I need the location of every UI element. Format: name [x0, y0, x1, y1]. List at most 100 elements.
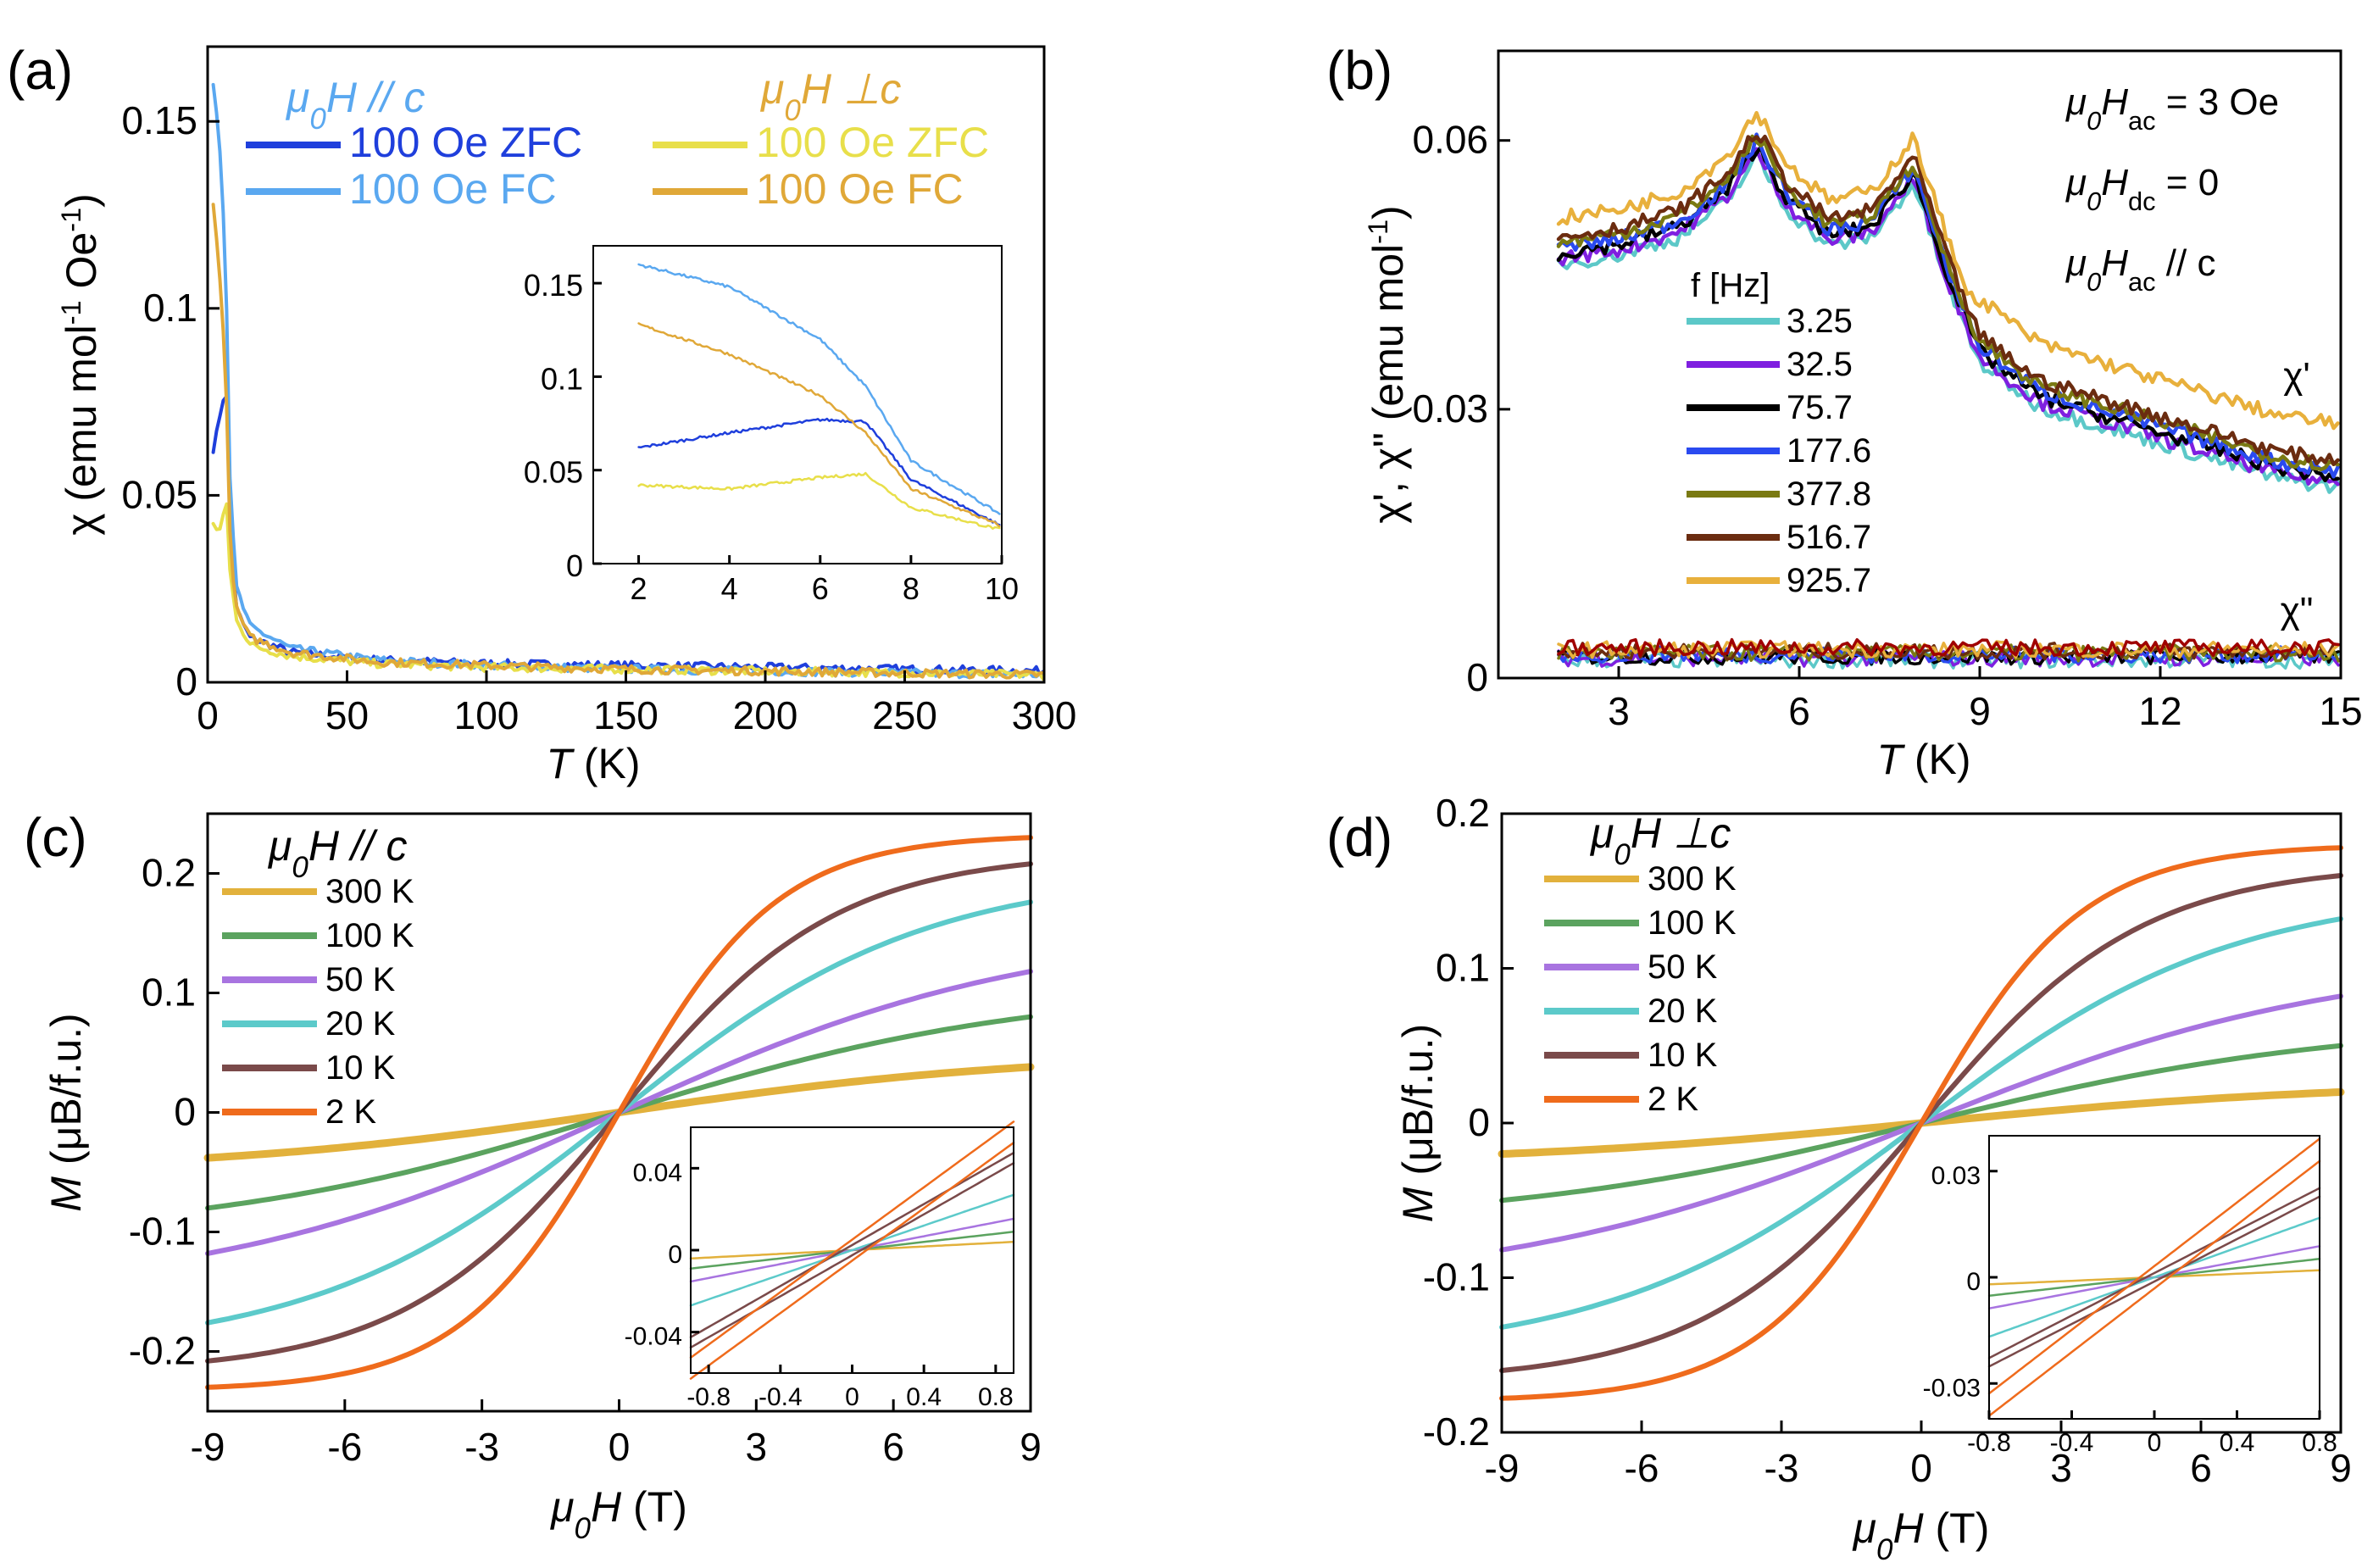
legend-c-label: 50 K [325, 961, 396, 998]
chart-d-ytick-label: 0.1 [1436, 946, 1490, 990]
chart-a-inset-ytick-label: 0.05 [524, 455, 583, 490]
chart-a-xlabel: T (K) [546, 740, 640, 787]
chart-b-chi2-line [1557, 640, 2340, 659]
legend-b-label: 177.6 [1787, 432, 1871, 470]
chart-c-xtick-label: -6 [327, 1425, 362, 1469]
chart-c-inset-ytick-label: 0.04 [633, 1159, 682, 1187]
chart-a-xtick-label: 200 [733, 693, 798, 737]
chart-d-inset-ytick-label: 0.03 [1931, 1162, 1981, 1190]
legend-c-label: 10 K [325, 1049, 396, 1087]
chart-d-inset: -0.8 -0.4 0 0.4 0.8 -0.03 0 0.03 [1923, 1135, 2337, 1457]
chart-c-ytick-label: -0.1 [129, 1209, 196, 1254]
chart-c-ytick-label: 0 [174, 1090, 196, 1134]
chart-c-inset-xtick-label: 0 [845, 1383, 859, 1411]
chart-d-inset-ytick-label: 0 [1966, 1268, 1981, 1296]
chart-b-note-hac: μ0Hac = 3 Oe [2065, 81, 2279, 136]
legend-b-label: 377.8 [1787, 475, 1871, 513]
chart-c-ylabel: M (μB/f.u.) [42, 1013, 90, 1211]
chart-b-chi1-label: χ' [2283, 355, 2310, 397]
chart-a-ytick-label: 0.05 [121, 472, 197, 516]
chart-c-xtick-label: 0 [609, 1425, 631, 1469]
chart-c-inset-line [689, 1120, 1015, 1359]
chart-a-inset-frame [592, 245, 1003, 564]
chart-a-xtick-label: 150 [593, 693, 659, 737]
legend-a-header-perp: μ0H ⊥c [759, 65, 901, 127]
chart-c-xtick-label: -9 [191, 1425, 225, 1469]
chart-c-inset-ytick-label: -0.04 [625, 1323, 682, 1351]
chart-b-xlabel: T (K) [1876, 736, 1970, 783]
chart-c-inset-line [689, 1141, 1015, 1380]
chart-d-xtick-label: 9 [2330, 1446, 2352, 1490]
chart-c-inset-line [689, 1193, 1015, 1307]
chart-a-inset-line [637, 263, 1001, 515]
chart-d-inset-xtick-label: 0.4 [2220, 1429, 2255, 1457]
chart-d-xtick-label: -3 [1764, 1446, 1799, 1490]
chart-c-ytick-label: 0.1 [142, 970, 196, 1015]
chart-b-note-dir: μ0Hac // c [2065, 242, 2215, 297]
panel-b-label: (b) [1326, 40, 1392, 101]
legend-b-label: 75.7 [1787, 389, 1853, 426]
chart-a-ytick-label: 0 [175, 659, 197, 703]
legend-d-label: 2 K [1648, 1081, 1698, 1118]
chart-b-frame [1497, 49, 2342, 680]
legend-a-label: 100 Oe ZFC [756, 119, 989, 166]
chart-d-inset-xtick-label: -0.8 [1967, 1429, 2011, 1457]
chart-b-ylabel-text: χ', χ" (emu mol-1) [1363, 205, 1412, 523]
legend-d-label: 300 K [1648, 860, 1737, 898]
legend-c-label: 2 K [325, 1093, 376, 1131]
legend-b-label: 3.25 [1787, 303, 1853, 340]
chart-d-ylabel-text: M (μB/f.u.) [1394, 1024, 1442, 1222]
chart-d-inset-line [1987, 1159, 2321, 1417]
legend-c-header: μ0H // c [267, 822, 408, 884]
legend-b-label: 925.7 [1787, 562, 1871, 599]
panel-d-label: (d) [1326, 807, 1392, 868]
chart-a-inset: 2 4 6 8 10 0 0.05 0.1 0.15 [524, 245, 1019, 606]
chart-b-ytick-label: 0 [1466, 655, 1488, 699]
chart-a-inset-ytick-label: 0.15 [524, 268, 583, 303]
chart-c-inset-xtick-label: -0.8 [686, 1383, 731, 1411]
chart-a-inset-xtick-label: 6 [812, 571, 829, 606]
chart-c-ylabel-text: M (μB/f.u.) [42, 1013, 90, 1211]
chart-b-note-hdc: μ0Hdc = 0 [2065, 162, 2219, 216]
chart-d-inset-line [1987, 1137, 2321, 1395]
legend-c-label: 20 K [325, 1005, 396, 1043]
chart-c-inset-line [689, 1162, 1015, 1349]
chart-c-series-line [205, 835, 1033, 1390]
legend-b-label: 516.7 [1787, 519, 1871, 556]
chart-b-ytick-label: 0.06 [1412, 118, 1488, 162]
chart-c-inset-xtick-label: 0.8 [978, 1383, 1014, 1411]
legend-a-label: 100 Oe FC [349, 165, 557, 213]
chart-c-ytick-label: 0.2 [142, 851, 196, 895]
chart-a-xtick-label: 50 [325, 693, 369, 737]
chart-d-inset-ytick-label: -0.03 [1923, 1374, 1981, 1402]
panel-c: (c) -9 -6 -3 0 3 6 9 -0.2 -0.1 0 0.1 0.2 μ0H (T) M (μB… [24, 807, 1042, 1545]
chart-a-ylabel-text: χ (emu mol-1 Oe-1) [56, 193, 105, 536]
chart-d-ytick-label: 0 [1468, 1100, 1490, 1144]
legend-d-label: 10 K [1648, 1037, 1718, 1074]
chart-c-xtick-label: 3 [746, 1425, 768, 1469]
legend-d-label: 100 K [1648, 904, 1737, 942]
chart-b-chi1-line [1556, 134, 2340, 472]
chart-b-xtick-label: 15 [2319, 689, 2362, 733]
chart-d-xtick-label: 0 [1910, 1446, 1932, 1490]
chart-d-xtick-label: -9 [1485, 1446, 1520, 1490]
chart-a-inset-xtick-label: 8 [903, 571, 920, 606]
legend-d-label: 20 K [1648, 993, 1718, 1030]
chart-a-inset-line [637, 417, 1001, 526]
chart-a-ytick-label: 0.15 [121, 98, 197, 142]
chart-b-ytick-label: 0.03 [1412, 386, 1488, 431]
chart-d-ytick-label: -0.1 [1423, 1255, 1490, 1299]
chart-c-inset: -0.8 -0.4 0 0.4 0.8 -0.04 0 0.04 [625, 1120, 1015, 1411]
chart-d-xtick-label: 6 [2190, 1446, 2212, 1490]
chart-c-xtick-label: -3 [464, 1425, 499, 1469]
chart-a-ylabel: χ (emu mol-1 Oe-1) [56, 193, 105, 536]
chart-c-xtick-label: 6 [882, 1425, 904, 1469]
chart-a-inset-line [637, 471, 1001, 531]
chart-d-ylabel: M (μB/f.u.) [1394, 1024, 1442, 1222]
chart-b-xtick-label: 9 [1969, 689, 1991, 733]
chart-a-xtick-label: 100 [454, 693, 520, 737]
chart-b-chi2-label: χ" [2281, 590, 2314, 631]
chart-a-inset-xtick-label: 10 [985, 571, 1019, 606]
